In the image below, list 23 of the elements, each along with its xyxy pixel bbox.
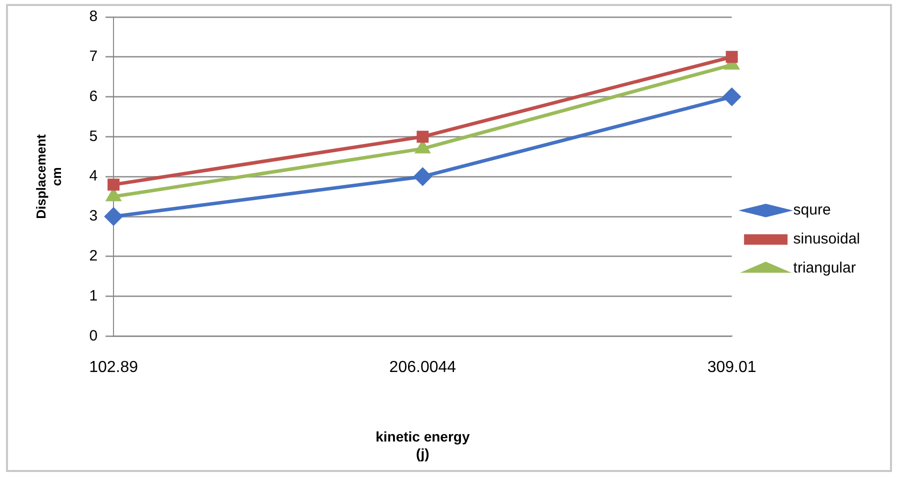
legend-label: sinusoidal — [793, 230, 860, 248]
point — [414, 168, 432, 186]
x-tick-label: 102.89 — [89, 359, 138, 376]
point — [726, 50, 738, 63]
point — [416, 130, 429, 143]
y-tick-label: 0 — [89, 327, 98, 344]
legend-label: squre — [793, 202, 831, 219]
y-tick-label: 7 — [89, 48, 98, 66]
point — [104, 208, 122, 226]
point — [108, 178, 120, 191]
y-tick-label: 8 — [89, 8, 98, 26]
y-tick-label: 2 — [89, 248, 98, 265]
x-tick-label: 206.0044 — [389, 359, 456, 376]
x-tick-label: 309.01 — [707, 359, 756, 376]
x-axis-title: kinetic energy (j) — [376, 428, 470, 462]
y-axis-title: Displacement cm — [33, 134, 64, 219]
y-tick-label: 4 — [89, 168, 98, 185]
y-tick-label: 1 — [89, 287, 98, 304]
y-tick-label: 3 — [89, 208, 98, 225]
legend-label: triangular — [793, 260, 856, 277]
point — [723, 88, 741, 106]
y-tick-label: 6 — [89, 88, 98, 105]
y-tick-label: 5 — [89, 128, 98, 145]
